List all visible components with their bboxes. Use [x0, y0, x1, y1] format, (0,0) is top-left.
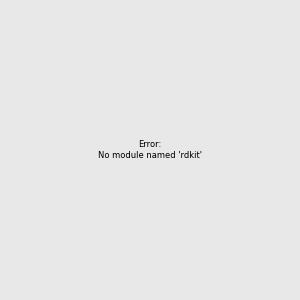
Text: Error:
No module named 'rdkit': Error: No module named 'rdkit': [98, 140, 202, 160]
